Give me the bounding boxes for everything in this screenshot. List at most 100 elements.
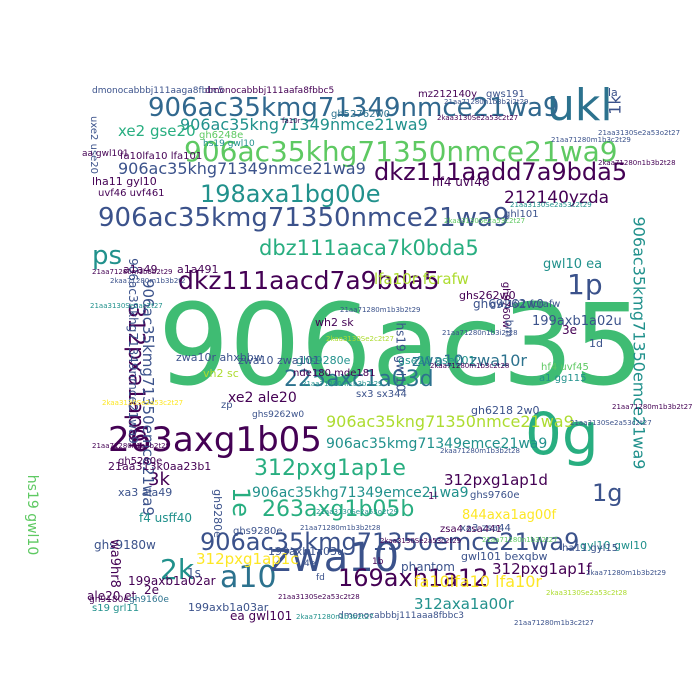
cloud-word: 2kaa3130Se2c2t27	[326, 335, 394, 343]
cloud-word: xe2 gse20	[118, 122, 196, 140]
cloud-word: 2kaa3130Se2a53c2t29	[380, 537, 462, 545]
cloud-word: gh6218 2w0	[471, 404, 540, 417]
cloud-word: 21aa71280m1b3b2t28	[300, 524, 381, 532]
cloud-word: 1g	[592, 479, 623, 507]
cloud-word: 2kaa3130Se2a53c2t27	[444, 217, 526, 225]
cloud-word: 225axc1a03d	[284, 367, 434, 392]
cloud-word: 199axb1a02u	[532, 314, 622, 329]
cloud-word: 199axb1a03ar	[188, 601, 269, 614]
cloud-word: gh5280e	[118, 456, 163, 467]
cloud-word: nde180 mde181	[293, 368, 376, 379]
cloud-word: hs19 gwl10	[203, 139, 255, 149]
cloud-word: 906ac35khg71350nmce21wa9	[184, 135, 618, 168]
cloud-word: 906ac35kmg71349emce21wa9	[326, 436, 548, 452]
cloud-word: f4 usff40	[139, 511, 193, 525]
cloud-word: 906ac35	[158, 281, 645, 411]
cloud-word: la	[608, 86, 618, 99]
cloud-word: 263axg1b05	[108, 420, 322, 460]
cloud-word: 21aa71280m1b3b2t27	[612, 403, 693, 411]
cloud-word: 21aa3130Se2a53c2t29	[510, 201, 592, 209]
cloud-word: dkz111aacd7a9bda5	[178, 266, 440, 295]
cloud-word: gwl101 fcrafw	[490, 299, 561, 310]
cloud-word: hs19 gwl10	[24, 474, 41, 556]
cloud-word: 3e	[562, 323, 578, 337]
cloud-word: ea gwl101	[230, 609, 293, 623]
cloud-word: 312pxg1ap1d	[444, 471, 548, 489]
cloud-word: 1d	[589, 337, 603, 350]
cloud-word: ukl	[547, 80, 613, 131]
cloud-word: xa3 zsa44	[460, 523, 511, 534]
cloud-word: mz212140y	[418, 89, 478, 100]
cloud-word: a1 gg115	[539, 373, 587, 384]
cloud-word: 1p	[567, 268, 603, 301]
cloud-word: 0g	[525, 400, 599, 468]
cloud-word: a10	[220, 560, 277, 595]
cloud-word: 2k	[160, 553, 195, 586]
cloud-word: 198axa1bg00e	[200, 180, 381, 208]
cloud-word: 21aa71280n1b3b2i2t29	[444, 98, 529, 106]
cloud-word: zwa10 zwa101	[238, 354, 320, 367]
cloud-word: 21aa313k0aa23b1	[108, 460, 212, 473]
cloud-word: ha11 gyl15	[562, 543, 619, 554]
cloud-word: ghs9180w	[94, 538, 156, 552]
cloud-word: ghs9760e	[470, 490, 520, 501]
cloud-word: 906ac35kmg71350emce21wa9	[629, 216, 649, 470]
cloud-word: gh69262w0	[473, 297, 544, 311]
cloud-word: 906ac35kmg71350emce21wa9	[139, 278, 158, 517]
cloud-word: lha11 gyl10	[92, 175, 157, 188]
cloud-word: sx3 sx344	[356, 389, 407, 400]
cloud-word: 906ac35khg71349emce21wa9	[252, 485, 469, 501]
cloud-word: zwa10	[270, 535, 400, 581]
cloud-word: 2kaa3130Se2a53c2t28	[546, 589, 628, 597]
cloud-word: wh2 sk	[315, 316, 354, 329]
cloud-word: 21aa71280m1b3b2t29	[302, 380, 383, 388]
cloud-word: s19 grl11	[92, 603, 140, 614]
cloud-word: 3k	[148, 469, 170, 490]
cloud-word: 21aa71280n1b3i2t28	[442, 329, 518, 337]
cloud-word: ghs9280e	[233, 526, 283, 537]
cloud-word: phantom	[401, 560, 455, 574]
cloud-word: dbz111aaca7k0bda5	[259, 236, 479, 260]
cloud-word: gwl101 bexqbw	[461, 550, 548, 563]
cloud-word: 199axb1a03u	[268, 545, 344, 558]
cloud-word: 21aa71280m1b3b2t29	[340, 306, 421, 314]
cloud-word: 2e	[144, 583, 160, 597]
cloud-word: gh9180e	[89, 595, 129, 605]
cloud-word: 21aa71280m1b3b2t29	[92, 268, 173, 276]
cloud-word: ale20 et	[87, 589, 137, 603]
cloud-word: 906ac35khg71349nmce21wa9	[118, 159, 366, 178]
cloud-word: 2kaa71280m1b3b2t29	[586, 569, 666, 577]
cloud-word: 199axb1a02ar	[128, 574, 216, 588]
cloud-word: dmonocabbbj111aaa8fbbc3	[338, 611, 465, 621]
cloud-word: 906ac35khg71349nmce21wa9	[125, 258, 140, 444]
cloud-word: 21aa71280m1b3c2t27	[514, 619, 594, 627]
cloud-word: gws191	[486, 89, 525, 100]
cloud-word: xa3 ala49	[118, 486, 173, 499]
cloud-word: 906ac35kmg71349nmce21wa9	[148, 93, 560, 123]
cloud-word: ghs262w0	[459, 289, 516, 302]
cloud-word: 906ac35kng71350nmce21wa9	[326, 412, 574, 431]
cloud-word: a1a49	[123, 263, 158, 276]
cloud-word: gh9280e	[210, 489, 224, 538]
cloud-word: aa gwl101	[82, 149, 129, 159]
cloud-word: fd	[316, 573, 325, 583]
cloud-word: 2kaa3130Se2a53c2t27	[102, 399, 184, 407]
cloud-word: hf4 uvf45	[541, 362, 589, 373]
cloud-word: ghs9280e	[296, 354, 351, 367]
cloud-word: 21aa3130Se2a53c2t27	[570, 419, 652, 427]
cloud-word: 21aa3130Se2a53o2t29	[316, 508, 399, 516]
cloud-word: 906ac35kmg71350nmce21wa9	[98, 203, 510, 233]
cloud-word: 1b	[372, 557, 384, 567]
cloud-word: ghs9262w0	[252, 410, 305, 420]
cloud-word: gh9160e	[129, 595, 169, 605]
cloud-word: gyl10 gwl10	[580, 539, 648, 552]
cloud-word: zp	[221, 400, 233, 411]
cloud-word: hf4 uvf46	[432, 175, 490, 189]
cloud-word: 169axh1a12	[338, 564, 489, 592]
cloud-word: 21aa71280m1b3c2t29	[551, 136, 631, 144]
cloud-word: 2kaa71280m1b3c2t28	[430, 362, 510, 370]
cloud-word: zsa4 zsa441	[440, 524, 502, 535]
cloud-word: 212140yzda	[504, 188, 610, 208]
cloud-word: fa10lfa10 lfa101	[120, 151, 203, 162]
